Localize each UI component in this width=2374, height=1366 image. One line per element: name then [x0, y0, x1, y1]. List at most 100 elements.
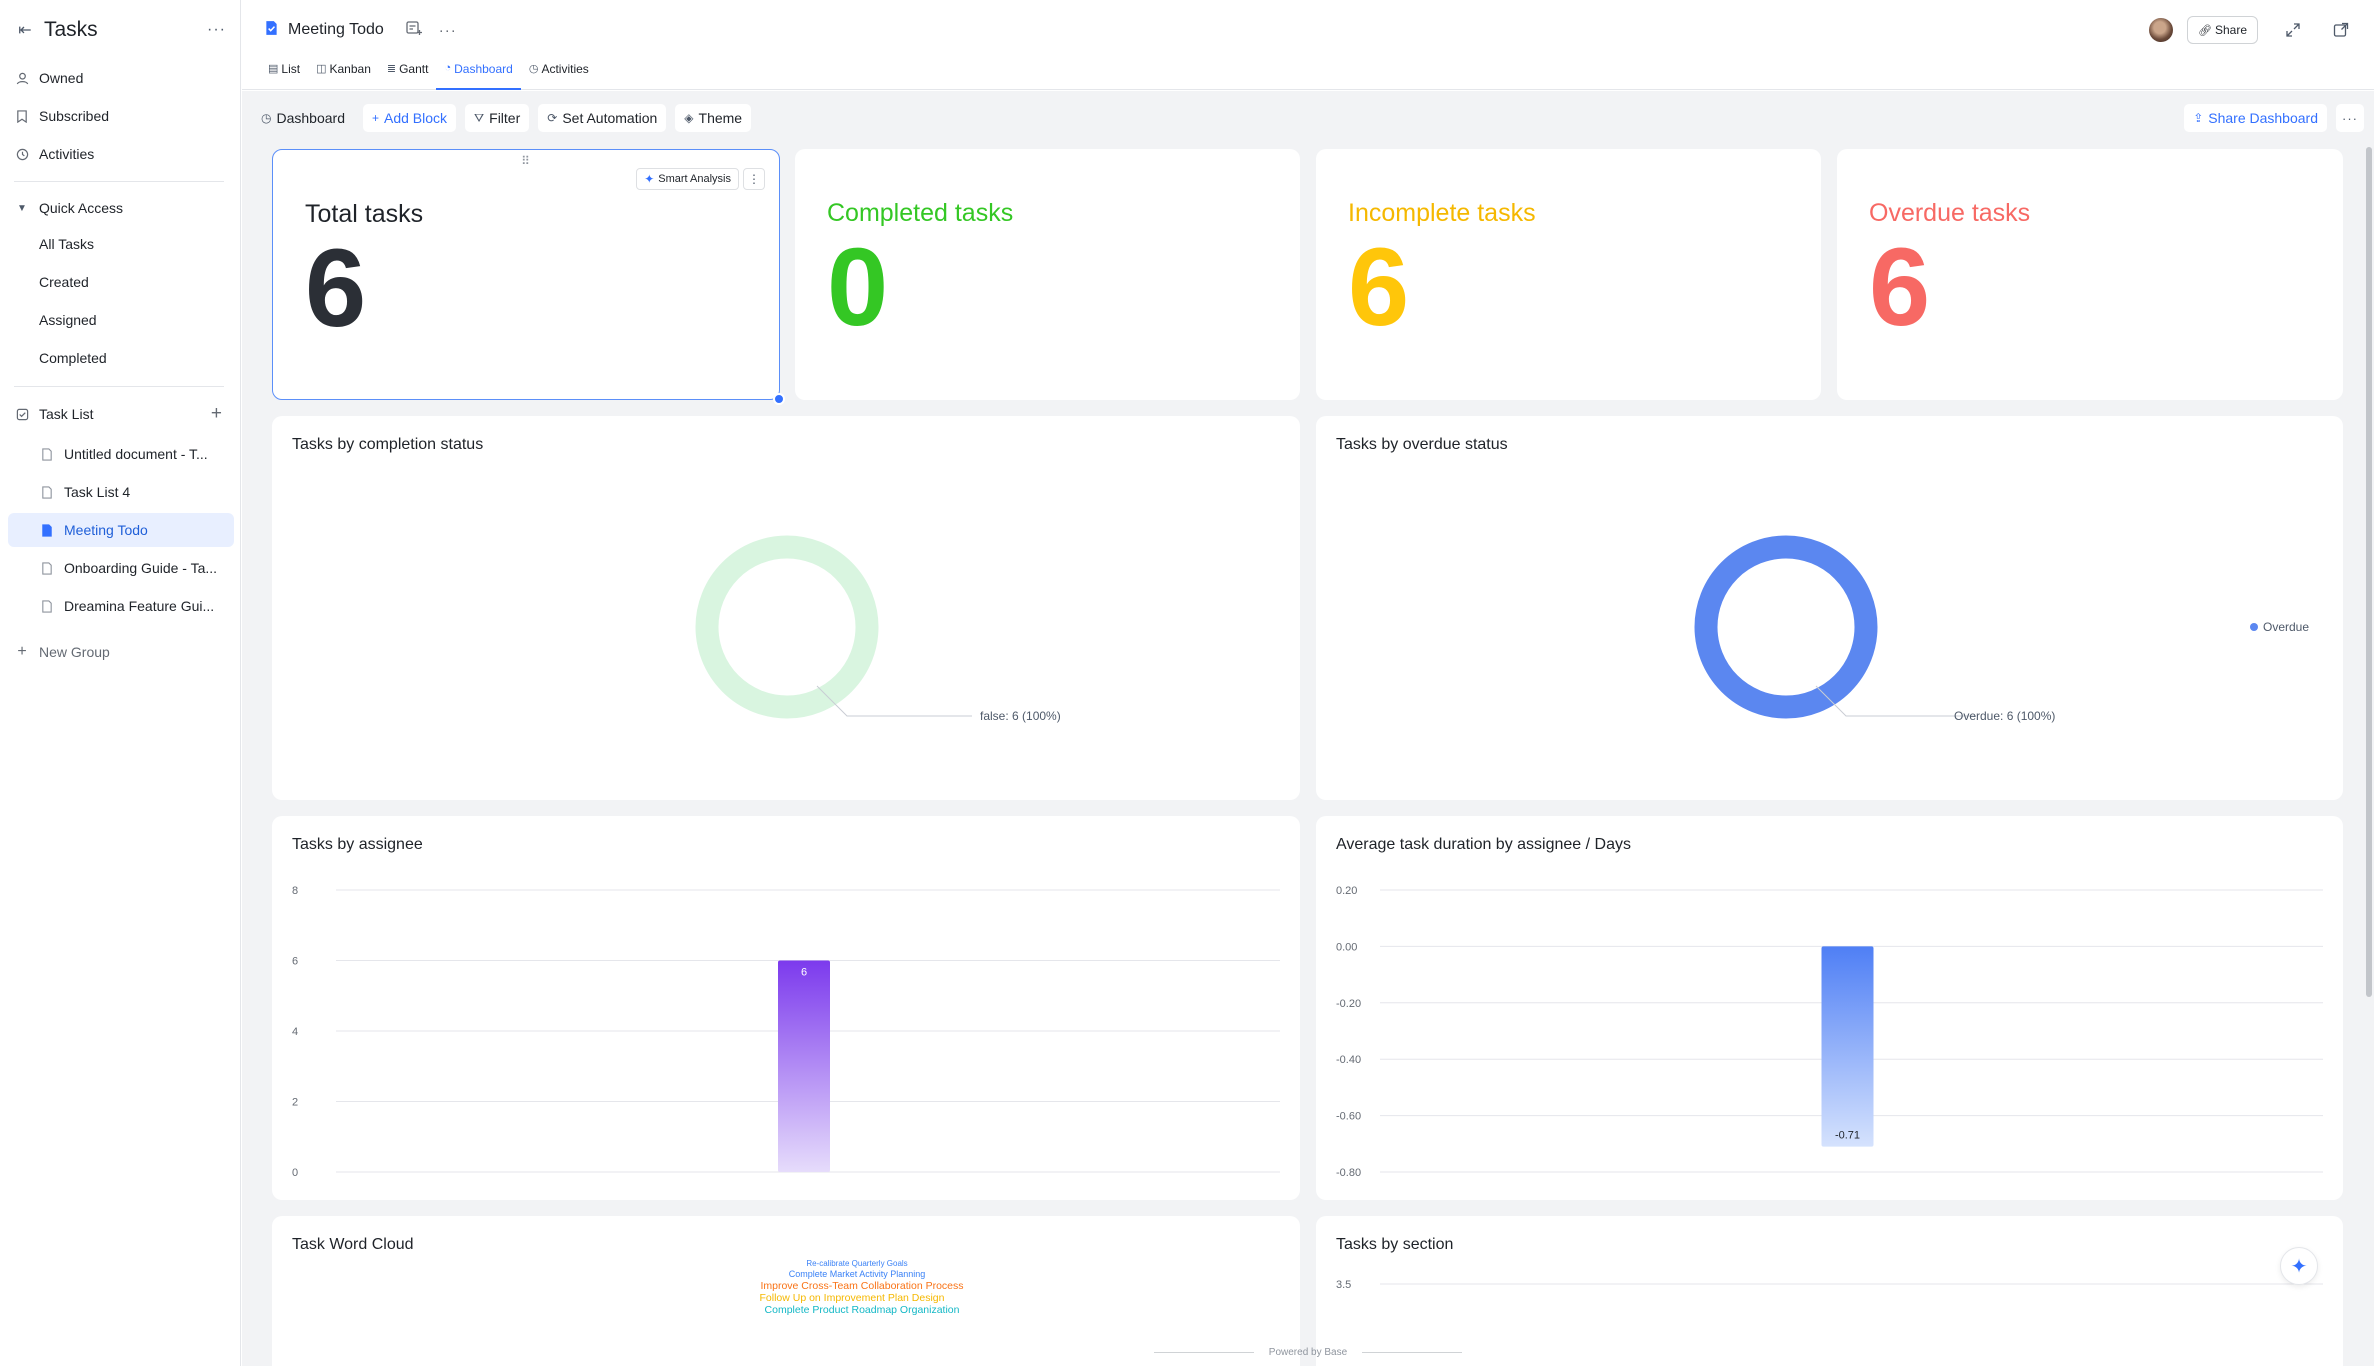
- sidebar-item-created[interactable]: Created: [39, 265, 234, 299]
- chart-title: Tasks by overdue status: [1336, 436, 1508, 453]
- stat-card-total[interactable]: ⠿ ✦ Smart Analysis ⋮ Total tasks 6: [272, 149, 785, 405]
- drag-handle-icon[interactable]: ⠿: [521, 154, 531, 168]
- sidebar-item-completed[interactable]: Completed: [39, 341, 234, 375]
- stat-card-incomplete[interactable]: Incomplete tasks 6: [1316, 149, 1821, 400]
- sidebar-item-task-list-4[interactable]: Task List 4: [39, 475, 234, 509]
- plus-icon: +: [17, 643, 27, 660]
- new-group-button[interactable]: + New Group: [14, 635, 234, 669]
- add-task-list-icon[interactable]: +: [210, 403, 222, 424]
- filter-button[interactable]: ⛛ Filter: [465, 104, 530, 132]
- tab-list[interactable]: ▤ List: [260, 60, 308, 90]
- y-tick-label: 0: [292, 1167, 298, 1179]
- donut-slice-false[interactable]: [695, 535, 879, 719]
- smart-analysis-button[interactable]: ✦ Smart Analysis: [636, 168, 739, 190]
- resize-handle[interactable]: [773, 393, 785, 405]
- word-cloud-word: Complete Product Roadmap Organization: [765, 1304, 960, 1316]
- open-in-new-window-icon[interactable]: [2328, 17, 2354, 43]
- sidebar-item-all-tasks[interactable]: All Tasks: [39, 227, 234, 261]
- share-button[interactable]: 🔗︎ Share: [2187, 16, 2258, 44]
- tab-gantt[interactable]: ≣ Gantt: [379, 60, 437, 90]
- assignee-bar-chart: 8 6 4 2 0 6: [292, 885, 1280, 1179]
- sidebar-item-dreamina-feature-guide[interactable]: Dreamina Feature Gui...: [39, 589, 234, 623]
- y-tick-label: 2: [292, 1097, 298, 1109]
- top-bar-actions: 🔗︎ Share: [2149, 14, 2354, 46]
- share-dashboard-label: Share Dashboard: [2208, 110, 2318, 126]
- doc-title[interactable]: Meeting Todo: [288, 21, 384, 38]
- bar[interactable]: [1821, 946, 1874, 1147]
- chart-card-overdue[interactable]: Tasks by overdue status Overdue: 6 (100%…: [1316, 416, 2343, 800]
- y-tick-label: 3.5: [1336, 1279, 1351, 1291]
- chart-card-section[interactable]: Tasks by section 3.5: [1316, 1216, 2343, 1366]
- add-to-favorites-icon[interactable]: [406, 20, 423, 40]
- filter-icon: ⛛: [474, 110, 485, 125]
- sidebar-item-owned[interactable]: Owned: [14, 61, 234, 95]
- dashboard-label: Dashboard: [276, 110, 345, 126]
- sidebar-item-onboarding-guide[interactable]: Onboarding Guide - Ta...: [39, 551, 234, 585]
- kanban-icon: ◫: [316, 63, 327, 75]
- y-tick-label: 8: [292, 885, 298, 897]
- chart-title: Task Word Cloud: [292, 1236, 414, 1253]
- chart-card-wordcloud[interactable]: Task Word Cloud Re-calibrate Quarterly G…: [272, 1216, 1300, 1366]
- tab-dashboard[interactable]: ◔ Dashboard: [436, 60, 521, 90]
- tab-activities[interactable]: ◷ Activities: [521, 60, 597, 90]
- card-menu-button[interactable]: ⋮: [743, 168, 765, 190]
- dashboard-icon: ◷: [261, 111, 272, 125]
- y-tick-label: 0.20: [1336, 885, 1357, 897]
- theme-button[interactable]: ◈ Theme: [675, 104, 752, 132]
- collapse-sidebar-icon[interactable]: ⇤: [18, 22, 32, 39]
- chart-card-assignee[interactable]: Tasks by assignee 8 6 4 2 0 6: [272, 816, 1300, 1200]
- sidebar-item-label: Created: [39, 274, 89, 290]
- chart-card-duration[interactable]: Average task duration by assignee / Days…: [1316, 816, 2343, 1200]
- y-tick-label: 4: [292, 1026, 298, 1038]
- dashboard-icon: ◔: [444, 62, 452, 74]
- sidebar-item-meeting-todo[interactable]: Meeting Todo: [8, 513, 234, 547]
- ai-assistant-button[interactable]: ✦: [2280, 1247, 2318, 1285]
- share-dashboard-button[interactable]: ⇪ Share Dashboard: [2184, 104, 2327, 132]
- chart-title: Tasks by assignee: [292, 836, 423, 853]
- stat-card-completed[interactable]: Completed tasks 0: [795, 149, 1300, 400]
- caret-down-icon: ▼: [17, 202, 27, 214]
- doc-more-button[interactable]: ···: [438, 21, 457, 39]
- filter-label: Filter: [489, 110, 521, 126]
- set-automation-button[interactable]: ⟳ Set Automation: [538, 104, 667, 132]
- donut-label: false: 6 (100%): [980, 709, 1061, 723]
- bar[interactable]: [778, 960, 830, 1173]
- sidebar-item-subscribed[interactable]: Subscribed: [14, 99, 234, 133]
- donut-label: Overdue: 6 (100%): [1954, 709, 2055, 723]
- sidebar-item-label: Completed: [39, 350, 107, 366]
- dashboard-menu-button[interactable]: ◷ Dashboard: [252, 104, 354, 132]
- new-group-label: New Group: [39, 644, 110, 660]
- avatar[interactable]: [2149, 18, 2173, 42]
- legend-swatch: [2250, 623, 2258, 631]
- sidebar-item-activities[interactable]: Activities: [14, 137, 234, 171]
- task-list-icon: [14, 406, 30, 422]
- chart-title: Average task duration by assignee / Days: [1336, 836, 1631, 853]
- stat-card-overdue[interactable]: Overdue tasks 6: [1837, 149, 2343, 400]
- fullscreen-icon[interactable]: [2280, 17, 2306, 43]
- quick-access-toggle[interactable]: ▼ Quick Access: [14, 191, 234, 225]
- legend-label[interactable]: Overdue: [2263, 620, 2309, 634]
- chart-card-completion[interactable]: Tasks by completion status false: 6 (100…: [272, 416, 1300, 800]
- grid-icon: ▤: [268, 63, 279, 75]
- dashboard-more-button[interactable]: ···: [2336, 104, 2364, 132]
- sidebar-item-untitled-document[interactable]: Untitled document - T...: [39, 437, 234, 471]
- sidebar-item-assigned[interactable]: Assigned: [39, 303, 234, 337]
- gantt-icon: ≣: [386, 63, 397, 75]
- y-tick-label: 6: [292, 956, 298, 968]
- add-block-button[interactable]: + Add Block: [362, 104, 457, 132]
- document-icon: [39, 522, 55, 538]
- sidebar-item-label: Onboarding Guide - Ta...: [64, 560, 218, 576]
- document-icon: [39, 560, 55, 576]
- sidebar-more-button[interactable]: ···: [207, 21, 226, 38]
- sidebar-item-label: Assigned: [39, 312, 97, 328]
- donut-leader-line: [1815, 685, 1976, 717]
- chart-title: Tasks by section: [1336, 1236, 1454, 1253]
- tab-kanban[interactable]: ◫ Kanban: [308, 60, 379, 90]
- task-list-header[interactable]: Task List +: [14, 397, 234, 431]
- dashboard-toolbar: ◷ Dashboard + Add Block ⛛ Filter ⟳ Set A…: [252, 103, 760, 133]
- tab-label: List: [281, 62, 301, 76]
- sidebar-item-label: Subscribed: [39, 108, 110, 124]
- donut-slice-overdue[interactable]: [1694, 535, 1878, 719]
- sidebar-header: ⇤ Tasks ···: [14, 16, 226, 44]
- scrollbar[interactable]: [2366, 147, 2372, 997]
